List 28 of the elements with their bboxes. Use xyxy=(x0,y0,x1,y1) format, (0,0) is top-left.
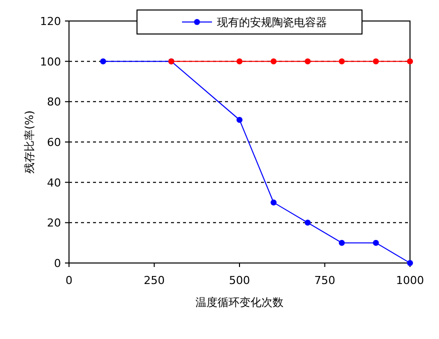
y-tick-label: 20 xyxy=(47,216,61,230)
y-axis-title: 残存比率(%) xyxy=(23,110,36,174)
point xyxy=(304,58,311,64)
x-tick-label: 750 xyxy=(314,274,336,287)
y-tick-label: 100 xyxy=(40,55,61,68)
point xyxy=(270,58,277,64)
point xyxy=(372,58,379,64)
x-tick-label: 250 xyxy=(144,274,165,287)
point xyxy=(270,200,277,206)
x-tick-label: 500 xyxy=(229,274,250,287)
point xyxy=(100,58,106,64)
point xyxy=(338,58,345,64)
point xyxy=(338,240,345,246)
y-tick-label: 120 xyxy=(40,15,61,28)
point xyxy=(304,220,311,226)
y-tick-label: 40 xyxy=(47,176,61,190)
legend-label: 现有的安规陶瓷电容器 xyxy=(217,16,327,29)
y-tick-label: 80 xyxy=(47,96,61,109)
x-axis-title: 温度循环变化次数 xyxy=(196,296,284,309)
point xyxy=(236,116,242,123)
x-tick-label: 1000 xyxy=(396,274,424,287)
y-tick-label: 60 xyxy=(47,136,61,149)
y-tick-label: 0 xyxy=(54,257,61,270)
point xyxy=(407,58,413,64)
point xyxy=(372,240,379,246)
point xyxy=(236,58,242,64)
point xyxy=(407,260,413,266)
x-tick-label: 0 xyxy=(66,274,72,287)
